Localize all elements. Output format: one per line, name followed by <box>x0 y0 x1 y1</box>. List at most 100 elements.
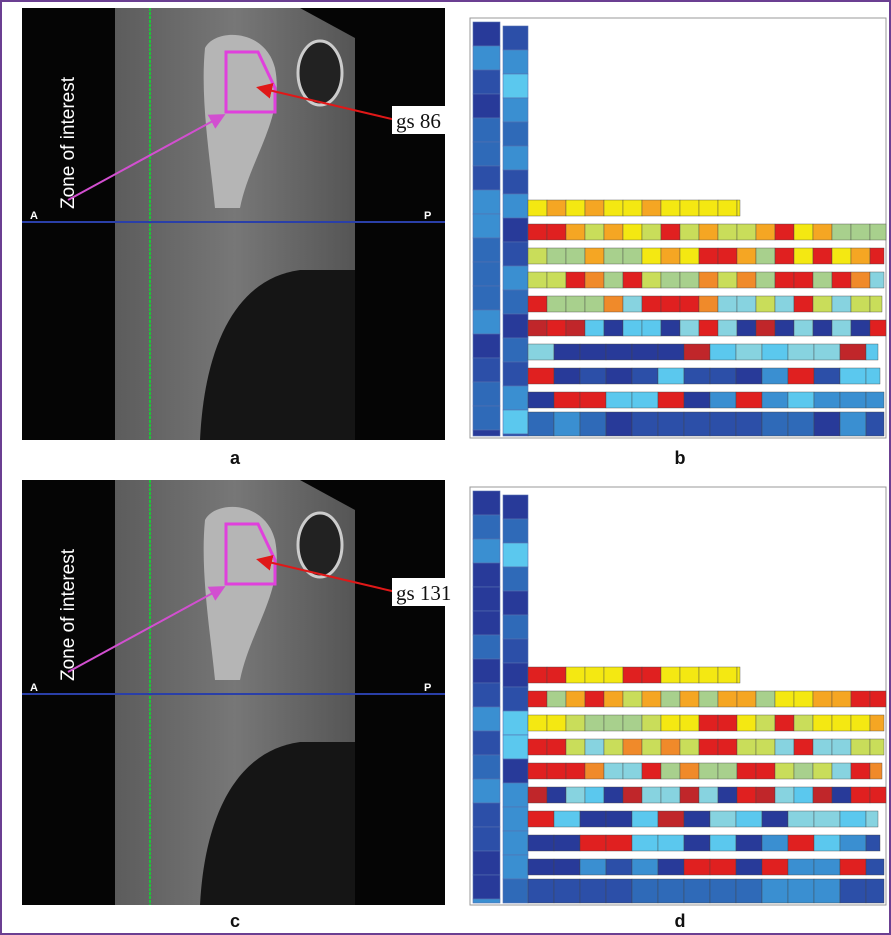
panel-label: b <box>675 448 686 468</box>
map-cell <box>554 412 580 436</box>
map-cell <box>547 320 566 336</box>
map-cell <box>604 763 623 779</box>
map-cell <box>737 715 756 731</box>
map-cell <box>832 715 851 731</box>
map-cell <box>580 368 606 384</box>
map-cell <box>794 248 813 264</box>
map-cell <box>756 787 775 803</box>
map-cell <box>788 392 814 408</box>
map-cell <box>756 224 775 240</box>
column-cell <box>503 290 528 314</box>
column-cell <box>503 783 528 807</box>
map-cell <box>737 763 756 779</box>
map-cell <box>623 787 642 803</box>
panel-label: c <box>230 911 240 931</box>
map-cell <box>756 739 775 755</box>
map-cell <box>661 787 680 803</box>
map-cell <box>585 248 604 264</box>
marker-p: P <box>424 210 431 222</box>
map-cell <box>699 667 718 683</box>
column-cell <box>473 707 500 731</box>
map-cell <box>528 879 554 903</box>
map-cell <box>547 248 566 264</box>
map-cell <box>623 320 642 336</box>
column-cell <box>503 314 528 338</box>
map-cell <box>632 859 658 875</box>
map-cell <box>566 272 585 288</box>
map-cell <box>566 296 585 312</box>
column-cell <box>503 170 528 194</box>
map-cell <box>851 272 870 288</box>
map-cell <box>840 811 866 827</box>
map-cell <box>566 224 585 240</box>
column-cell <box>503 146 528 170</box>
map-cell <box>775 787 794 803</box>
map-cell <box>814 835 840 851</box>
map-cell <box>737 272 756 288</box>
map-cell <box>554 344 580 360</box>
map-cell <box>684 392 710 408</box>
map-cell <box>775 272 794 288</box>
map-cell <box>680 248 699 264</box>
column-cell <box>473 46 500 70</box>
map-cell <box>658 392 684 408</box>
column-cell <box>503 807 528 831</box>
map-cell <box>547 715 566 731</box>
map-cell <box>762 811 788 827</box>
column-cell <box>473 22 500 46</box>
map-cell <box>813 739 832 755</box>
column-cell <box>503 362 528 386</box>
map-cell <box>840 879 866 903</box>
map-cell <box>684 859 710 875</box>
map-cell <box>580 835 606 851</box>
map-cell <box>585 200 604 216</box>
map-cell <box>794 296 813 312</box>
map-cell <box>756 691 775 707</box>
map-cell <box>658 368 684 384</box>
map-cell <box>788 879 814 903</box>
map-cell <box>813 320 832 336</box>
zone-label: Zone of interest <box>58 548 79 681</box>
column-cell <box>503 831 528 855</box>
gs-label: gs 131 <box>396 581 451 605</box>
map-cell <box>699 224 718 240</box>
column-cell <box>473 406 500 430</box>
map-cell <box>870 296 882 312</box>
panel-label: a <box>230 448 241 468</box>
map-cell <box>604 320 623 336</box>
map-cell <box>632 392 658 408</box>
map-cell <box>661 248 680 264</box>
map-cell <box>775 691 794 707</box>
map-cell <box>680 739 699 755</box>
map-cell <box>870 224 886 240</box>
column-cell <box>473 827 500 851</box>
column-cell <box>503 410 528 434</box>
map-cell <box>661 691 680 707</box>
column-cell <box>473 118 500 142</box>
map-cell <box>554 879 580 903</box>
column-cell <box>503 879 528 903</box>
map-cell <box>566 248 585 264</box>
map-cell <box>832 296 851 312</box>
map-cell <box>684 368 710 384</box>
column-cell <box>473 286 500 310</box>
map-cell <box>718 224 737 240</box>
map-cell <box>604 296 623 312</box>
map-cell <box>814 879 840 903</box>
column-cell <box>473 587 500 611</box>
map-cell <box>658 811 684 827</box>
map-cell <box>814 811 840 827</box>
map-cell <box>737 200 740 216</box>
map-cell <box>632 835 658 851</box>
map-cell <box>632 412 658 436</box>
map-cell <box>680 715 699 731</box>
column-cell <box>473 779 500 803</box>
column-cell <box>473 142 500 166</box>
map-cell <box>585 691 604 707</box>
map-cell <box>814 859 840 875</box>
map-cell <box>661 200 680 216</box>
map-cell <box>814 368 840 384</box>
map-cell <box>866 811 878 827</box>
map-cell <box>710 412 736 436</box>
map-cell <box>788 368 814 384</box>
